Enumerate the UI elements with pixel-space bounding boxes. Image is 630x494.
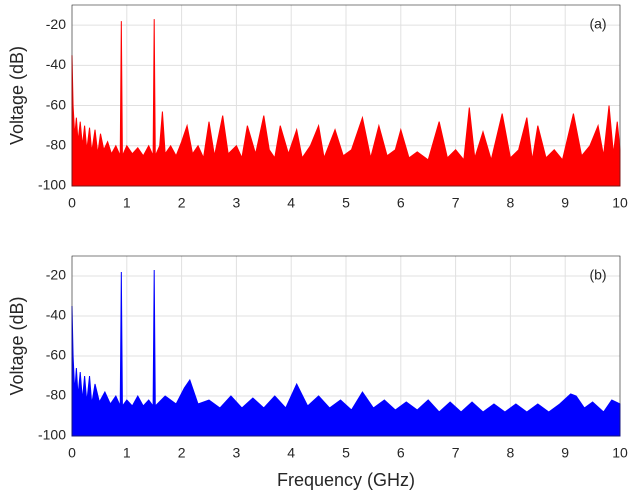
x-tick-label: 3: [233, 445, 241, 461]
x-tick-label: 1: [123, 445, 131, 461]
x-tick-label: 5: [342, 195, 350, 211]
x-tick-label: 4: [287, 445, 295, 461]
x-tick-label: 1: [123, 195, 131, 211]
x-tick-label: 8: [507, 445, 515, 461]
y-axis-label: Voltage (dB): [7, 46, 27, 145]
y-axis-label: Voltage (dB): [7, 296, 27, 395]
spectrum-area: [71, 269, 621, 437]
x-tick-label: 9: [561, 195, 569, 211]
x-tick-label: 5: [342, 445, 350, 461]
y-tick-label: -100: [38, 427, 66, 443]
axes-box: [71, 255, 621, 437]
x-axis-label: Frequency (GHz): [277, 470, 415, 490]
x-tick-label: 8: [507, 195, 515, 211]
x-tick-label: 7: [452, 445, 460, 461]
y-tick-label: -40: [46, 56, 66, 72]
axes-box: [71, 4, 621, 187]
x-tick-label: 2: [178, 195, 186, 211]
spectrum-area: [71, 19, 621, 187]
x-tick-label: 10: [612, 445, 628, 461]
panel-annotation: (a): [589, 16, 606, 32]
y-tick-label: -80: [46, 136, 66, 152]
y-tick-label: -80: [46, 387, 66, 403]
panel-annotation: (b): [589, 267, 606, 283]
x-tick-label: 4: [287, 195, 295, 211]
x-tick-label: 10: [612, 195, 628, 211]
x-tick-label: 9: [561, 445, 569, 461]
y-tick-label: -40: [46, 307, 66, 323]
y-tick-label: -60: [46, 347, 66, 363]
x-tick-label: 7: [452, 195, 460, 211]
x-tick-label: 2: [178, 445, 186, 461]
x-tick-label: 3: [233, 195, 241, 211]
y-tick-label: -100: [38, 177, 66, 193]
x-tick-label: 6: [397, 195, 405, 211]
x-tick-label: 0: [68, 445, 76, 461]
y-tick-label: -60: [46, 96, 66, 112]
x-tick-label: 0: [68, 195, 76, 211]
y-tick-label: -20: [46, 16, 66, 32]
y-tick-label: -20: [46, 267, 66, 283]
x-tick-label: 6: [397, 445, 405, 461]
